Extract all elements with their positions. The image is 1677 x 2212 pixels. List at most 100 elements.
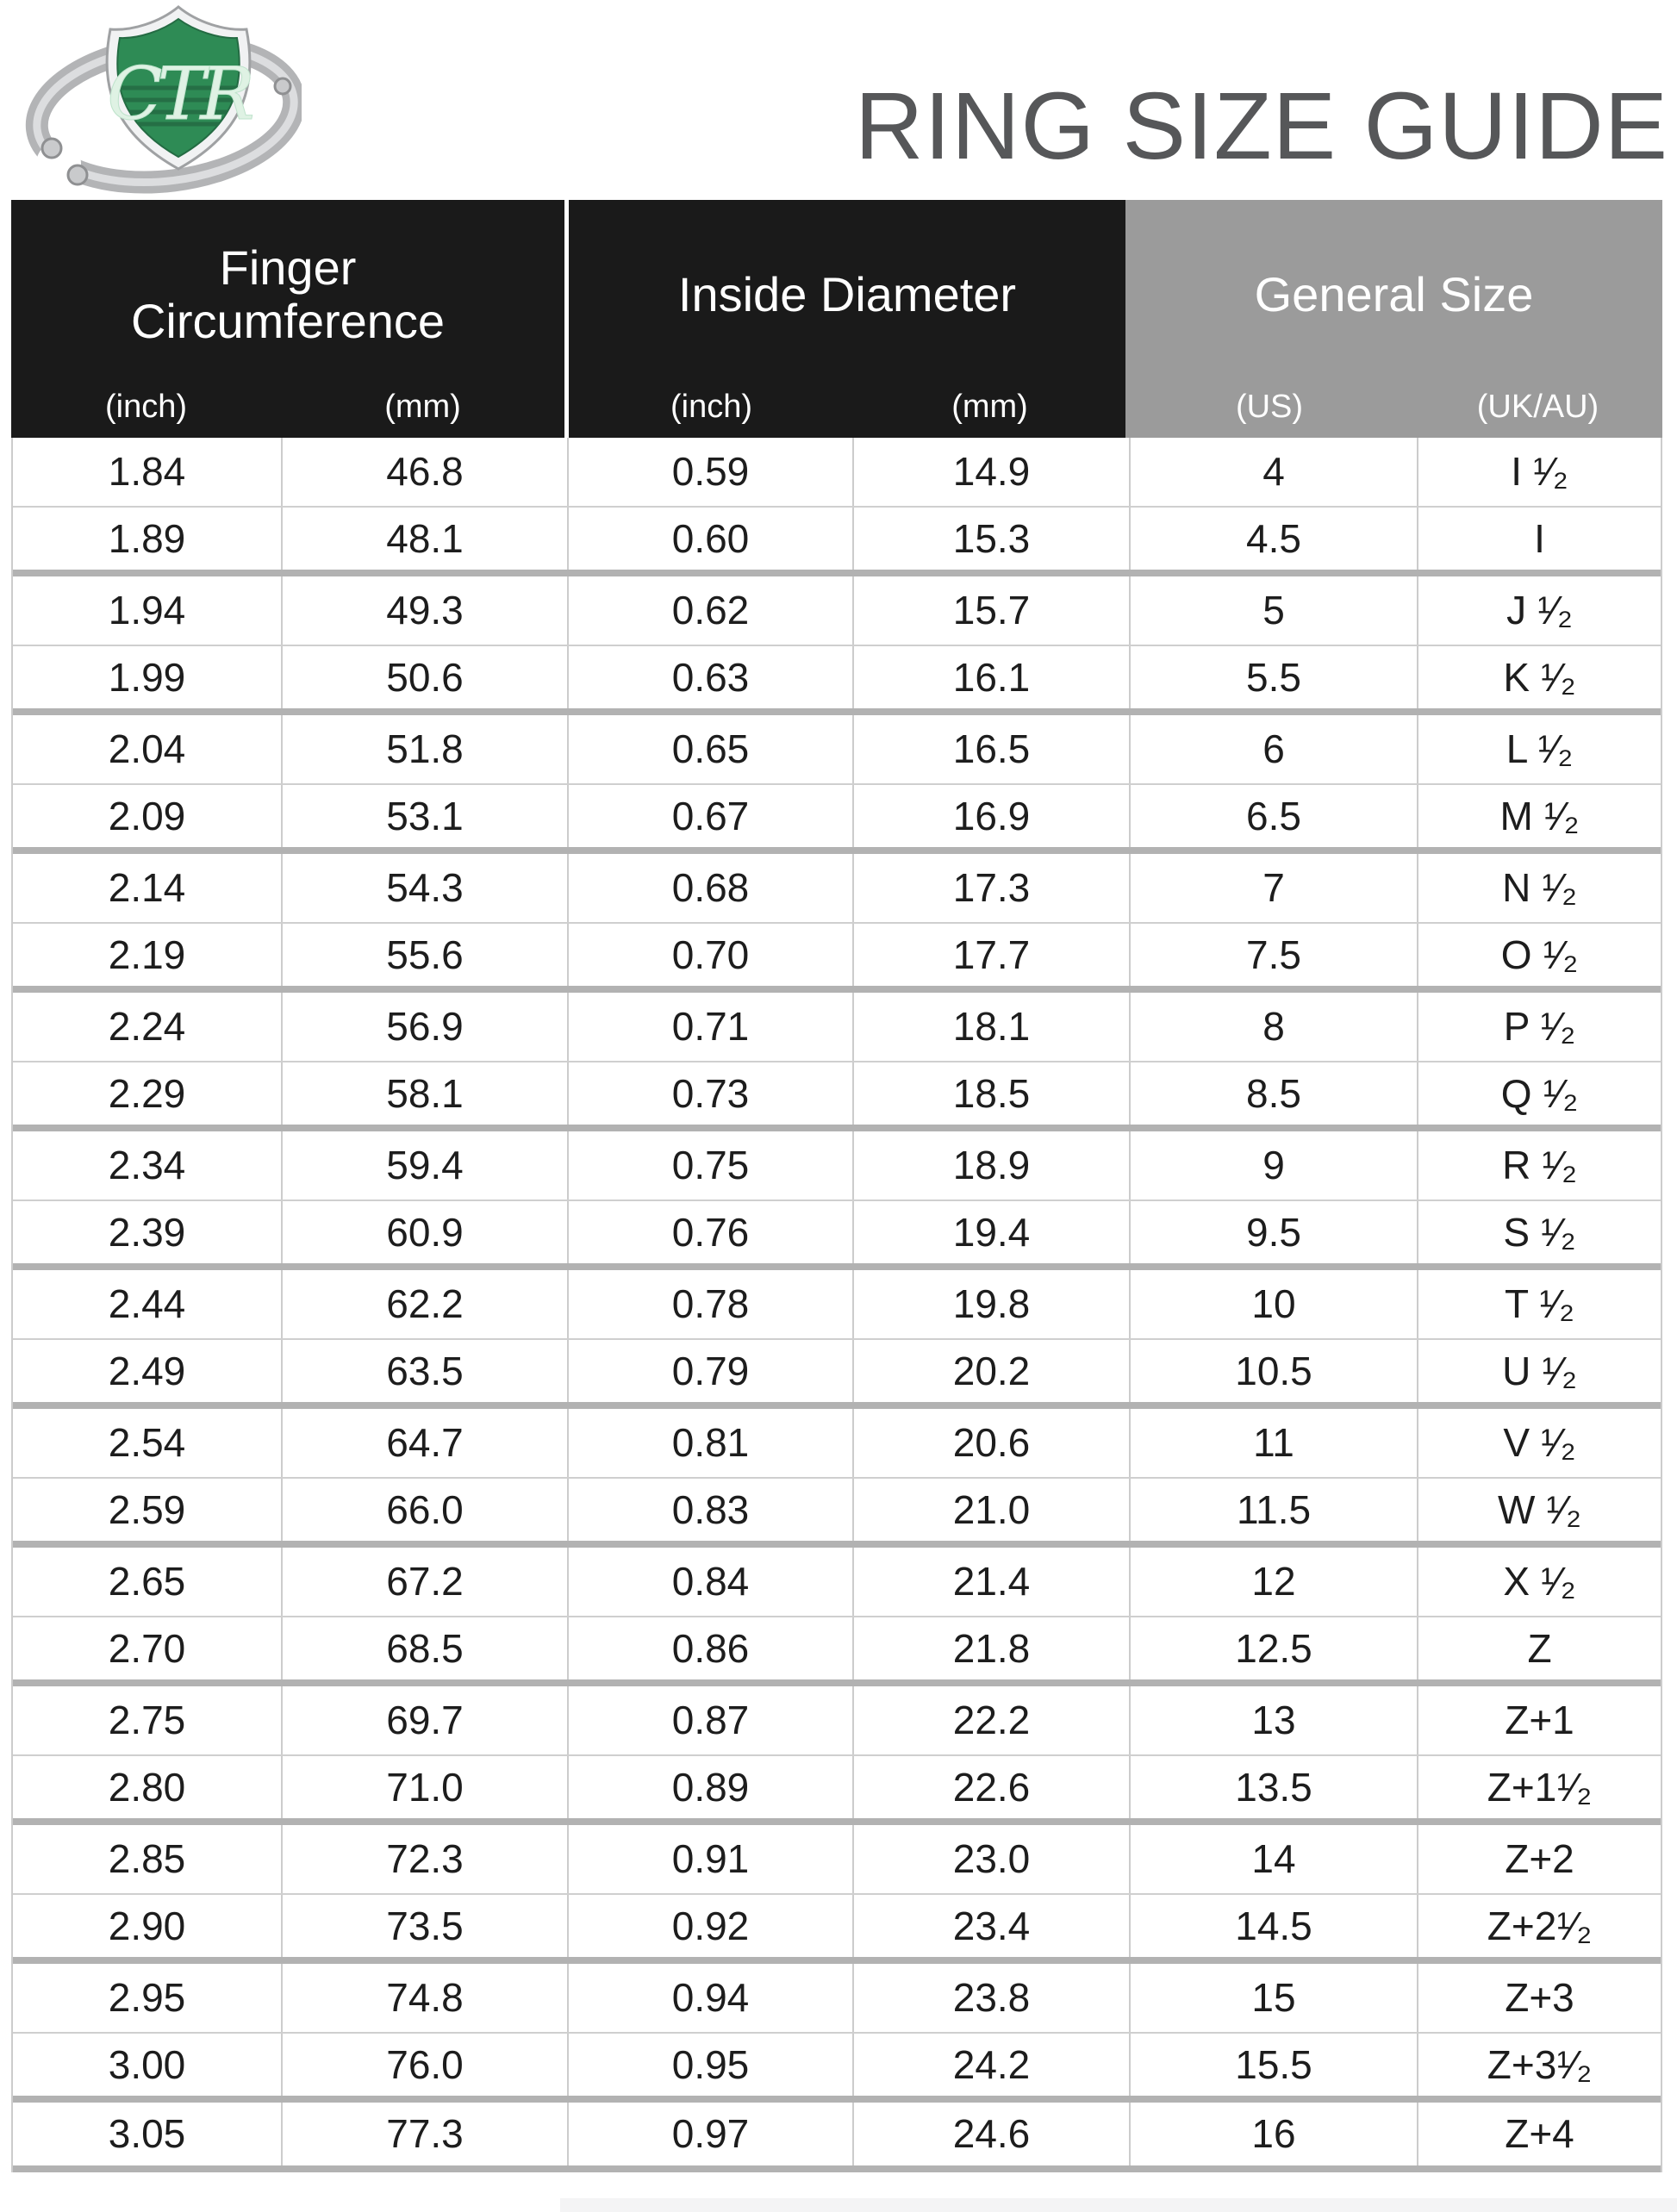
cell-size-uk-au: O ¹⁄₂ (1417, 923, 1661, 986)
cell-circumference-inch: 3.00 (108, 2041, 186, 2087)
cell-size-uk-au: K ¹⁄₂ (1417, 645, 1661, 708)
cell-circumference-inch: 2.80 (108, 1764, 186, 1810)
cell-diameter-mm: 15.3 (852, 507, 1129, 570)
cell-size-uk-au: Z+4 (1417, 2103, 1661, 2165)
cell-diameter-inch: 0.70 (567, 923, 852, 986)
cell-diameter-mm: 23.8 (852, 1964, 1129, 2032)
cell-circumference-mm: 68.5 (281, 1617, 567, 1679)
shield-texture (121, 85, 236, 127)
table-row: 2.70 68.5 0.86 21.8 12.5 Z (13, 1617, 1661, 1686)
table-row: 3.00 76.0 0.95 24.2 15.5 Z+3¹⁄₂ (13, 2033, 1661, 2103)
cell-circumference-inch: 2.59 (108, 1486, 186, 1532)
cell-size-us: 16 (1129, 2103, 1417, 2165)
cell-diameter-mm: 19.4 (852, 1200, 1129, 1263)
cell-size-us: 6.5 (1129, 784, 1417, 847)
cell-circumference-mm: 53.1 (281, 784, 567, 847)
cell-size-uk-au: Z+1¹⁄₂ (1417, 1755, 1661, 1818)
cell-diameter-mm: 21.8 (852, 1617, 1129, 1679)
cell-diameter-mm: 14.9 (852, 438, 1129, 506)
table-row: 2.85 72.3 0.91 23.0 14 Z+2 (13, 1825, 1661, 1895)
table-row: 2.90 73.5 0.92 23.4 14.5 Z+2¹⁄₂ (13, 1894, 1661, 1964)
cell-diameter-inch: 0.97 (567, 2103, 852, 2165)
cell-circumference-mm: 69.7 (281, 1686, 567, 1754)
col-group-general-size: General Size (US) (UK/AU) (1125, 200, 1662, 438)
table-row: 2.65 67.2 0.84 21.4 12 X ¹⁄₂ (13, 1548, 1661, 1617)
cell-diameter-inch: 0.91 (567, 1825, 852, 1893)
cell-diameter-mm: 20.6 (852, 1409, 1129, 1477)
cell-circumference-mm: 73.5 (281, 1894, 567, 1957)
col-group-inside-diameter: Inside Diameter (inch) (mm) (569, 200, 1125, 438)
cell-circumference-inch: 2.14 (108, 865, 186, 911)
ring-size-table: Finger Circumference (inch) (mm) Inside … (11, 200, 1662, 2172)
table-row: 1.89 48.1 0.60 15.3 4.5 I (13, 507, 1661, 576)
cell-size-uk-au: T ¹⁄₂ (1417, 1270, 1661, 1338)
cell-circumference-inch: 2.54 (108, 1420, 186, 1466)
cell-diameter-mm: 24.6 (852, 2103, 1129, 2165)
cell-circumference-inch: 2.29 (108, 1070, 186, 1116)
group-units-general-size: (US) (UK/AU) (1125, 389, 1662, 438)
cell-size-uk-au: Q ¹⁄₂ (1417, 1062, 1661, 1125)
unit-label-size-us: (US) (1235, 389, 1304, 425)
cell-size-us: 5 (1129, 576, 1417, 645)
table-row: 1.99 50.6 0.63 16.1 5.5 K ¹⁄₂ (13, 645, 1661, 715)
cell-diameter-mm: 17.3 (852, 854, 1129, 922)
cell-size-us: 15.5 (1129, 2033, 1417, 2096)
cell-circumference-mm: 71.0 (281, 1755, 567, 1818)
cell-diameter-inch: 0.76 (567, 1200, 852, 1263)
cell-circumference-inch: 2.09 (108, 793, 186, 838)
cell-circumference-mm: 66.0 (281, 1478, 567, 1541)
cell-size-us: 13.5 (1129, 1755, 1417, 1818)
cell-size-uk-au: X ¹⁄₂ (1417, 1548, 1661, 1616)
group-label-inside-diameter: Inside Diameter (677, 266, 1017, 321)
cell-size-uk-au: Z+2 (1417, 1825, 1661, 1893)
cell-circumference-mm: 59.4 (281, 1131, 567, 1199)
cell-circumference-mm: 74.8 (281, 1964, 567, 2032)
unit-label-diameter-mm: (mm) (951, 389, 1028, 425)
cell-size-us: 10.5 (1129, 1339, 1417, 1402)
cell-size-uk-au: P ¹⁄₂ (1417, 993, 1661, 1061)
cell-circumference-mm: 63.5 (281, 1339, 567, 1402)
cell-diameter-inch: 0.71 (567, 993, 852, 1061)
cell-size-uk-au: V ¹⁄₂ (1417, 1409, 1661, 1477)
cell-circumference-mm: 49.3 (281, 576, 567, 645)
ctr-ring-logo: CTR (17, 0, 306, 198)
cell-circumference-inch: 2.04 (108, 726, 186, 772)
table-row: 2.95 74.8 0.94 23.8 15 Z+3 (13, 1964, 1661, 2034)
cell-circumference-mm: 50.6 (281, 645, 567, 708)
cell-circumference-mm: 72.3 (281, 1825, 567, 1893)
cell-diameter-inch: 0.79 (567, 1339, 852, 1402)
table-row: 2.04 51.8 0.65 16.5 6 L ¹⁄₂ (13, 715, 1661, 785)
unit-label-circumference-inch: (inch) (104, 389, 188, 425)
cell-circumference-mm: 55.6 (281, 923, 567, 986)
cell-size-us: 4.5 (1129, 507, 1417, 570)
table-body: 1.84 46.8 0.59 14.9 4 I ¹⁄₂ 1.89 48.1 0.60 15.3 4.… (11, 438, 1662, 2172)
cell-diameter-mm: 24.2 (852, 2033, 1129, 2096)
table-row: 2.39 60.9 0.76 19.4 9.5 S ¹⁄₂ (13, 1200, 1661, 1270)
cell-circumference-mm: 64.7 (281, 1409, 567, 1477)
cell-diameter-mm: 19.8 (852, 1270, 1129, 1338)
table-row: 2.75 69.7 0.87 22.2 13 Z+1 (13, 1686, 1661, 1756)
cell-circumference-inch: 2.65 (108, 1559, 186, 1604)
cell-size-uk-au: Z+1 (1417, 1686, 1661, 1754)
cell-size-uk-au: N ¹⁄₂ (1417, 854, 1661, 922)
cell-diameter-inch: 0.63 (567, 645, 852, 708)
cell-circumference-inch: 2.44 (108, 1281, 186, 1327)
cell-diameter-inch: 0.67 (567, 784, 852, 847)
group-units-inside-diameter: (inch) (mm) (569, 389, 1125, 438)
page-title: RING SIZE GUIDE (855, 73, 1668, 179)
cell-circumference-mm: 51.8 (281, 715, 567, 783)
cell-diameter-mm: 17.7 (852, 923, 1129, 986)
group-label-general-size: General Size (1254, 266, 1534, 321)
cell-size-uk-au: W ¹⁄₂ (1417, 1478, 1661, 1541)
cell-diameter-mm: 16.5 (852, 715, 1129, 783)
table-row: 2.24 56.9 0.71 18.1 8 P ¹⁄₂ (13, 993, 1661, 1062)
cell-size-us: 5.5 (1129, 645, 1417, 708)
cell-diameter-inch: 0.59 (567, 438, 852, 506)
table-row: 2.19 55.6 0.70 17.7 7.5 O ¹⁄₂ (13, 923, 1661, 993)
cell-diameter-inch: 0.83 (567, 1478, 852, 1541)
cell-diameter-inch: 0.94 (567, 1964, 852, 2032)
cell-circumference-inch: 2.34 (108, 1143, 186, 1188)
cell-size-us: 8 (1129, 993, 1417, 1061)
cell-diameter-mm: 21.0 (852, 1478, 1129, 1541)
cell-diameter-inch: 0.87 (567, 1686, 852, 1754)
